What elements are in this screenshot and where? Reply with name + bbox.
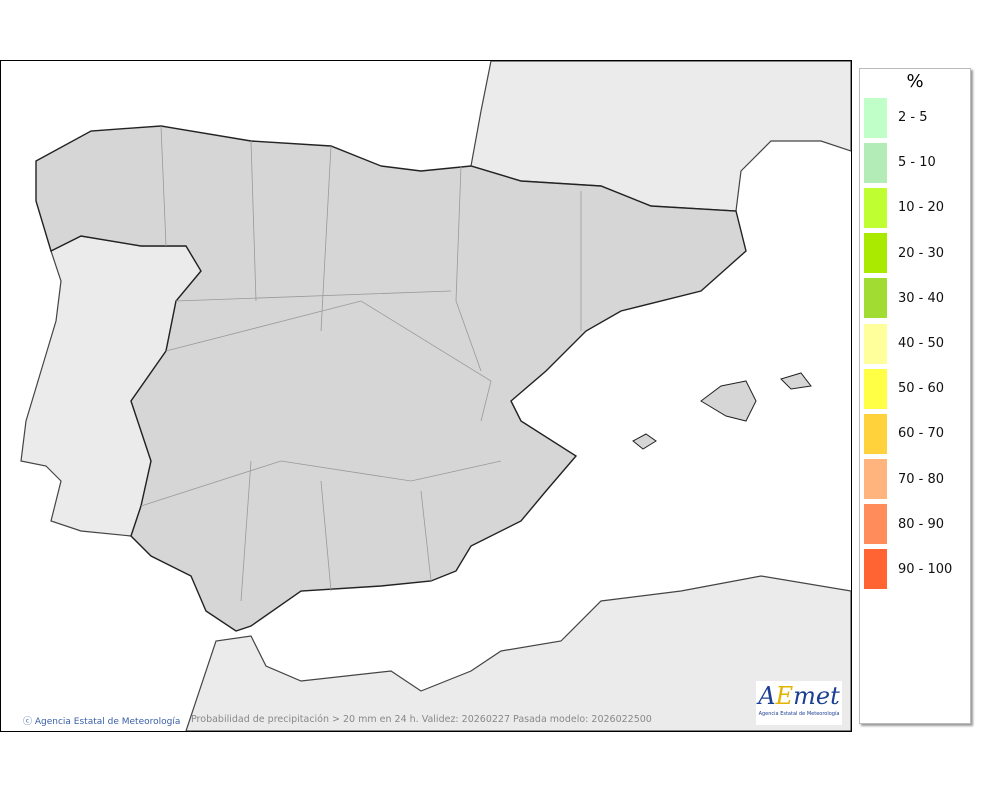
aemet-logo: AEmet Agencia Estatal de Meteorología [756, 681, 842, 725]
legend-item: 2 - 5 [860, 95, 970, 140]
legend-item: 50 - 60 [860, 366, 970, 411]
legend-swatch [864, 504, 887, 545]
legend-label: 80 - 90 [898, 516, 945, 532]
mallorca [700, 380, 757, 422]
legend-label: 90 - 100 [898, 561, 953, 577]
legend-item: 5 - 10 [860, 140, 970, 185]
legend-item: 90 - 100 [860, 547, 970, 592]
legend-label: 70 - 80 [898, 471, 945, 487]
legend-item: 70 - 80 [860, 457, 970, 502]
legend-title: % [906, 71, 924, 92]
legend-swatch [864, 233, 887, 274]
legend-label: 40 - 50 [898, 336, 945, 352]
legend-swatch [864, 413, 887, 454]
copyright-credit: ⓒ Agencia Estatal de Meteorología [23, 717, 181, 727]
legend-swatch [864, 368, 887, 409]
legend-label: 30 - 40 [898, 290, 945, 306]
legend-label: 50 - 60 [898, 381, 945, 397]
logo-mark: AEmet [758, 682, 840, 710]
credit-text: Agencia Estatal de Meteorología [34, 717, 181, 727]
province-borders [140, 125, 582, 602]
map-caption: Probabilidad de precipitación > 20 mm en… [191, 714, 652, 725]
legend-swatch [864, 549, 887, 590]
legend-item: 10 - 20 [860, 185, 970, 230]
legend-swatch [864, 187, 887, 228]
legend-label: 20 - 30 [898, 245, 945, 261]
legend-item: 20 - 30 [860, 231, 970, 276]
logo-subtext: Agencia Estatal de Meteorología [758, 711, 840, 717]
legend-swatch [864, 142, 887, 183]
legend-item: 40 - 50 [860, 321, 970, 366]
legend-label: 5 - 10 [898, 155, 936, 171]
legend-swatch [864, 323, 887, 364]
legend-label: 2 - 5 [898, 110, 928, 126]
legend-item: 80 - 90 [860, 502, 970, 547]
legend-label: 10 - 20 [898, 200, 945, 216]
legend-label: 60 - 70 [898, 426, 945, 442]
menorca [780, 372, 812, 390]
iberia-map [20, 61, 851, 731]
africa [185, 575, 851, 731]
map-panel: ⓒ Agencia Estatal de Meteorología Probab… [0, 60, 852, 732]
ibiza [632, 433, 657, 450]
legend-swatch [864, 278, 887, 319]
legend-item: 30 - 40 [860, 276, 970, 321]
legend-item: 60 - 70 [860, 411, 970, 456]
spain [35, 125, 747, 632]
legend-swatch [864, 97, 887, 138]
legend-swatch [864, 459, 887, 500]
legend: % 2 - 5 5 - 10 10 - 20 20 - 30 30 - 40 40 - 5… [859, 68, 971, 724]
